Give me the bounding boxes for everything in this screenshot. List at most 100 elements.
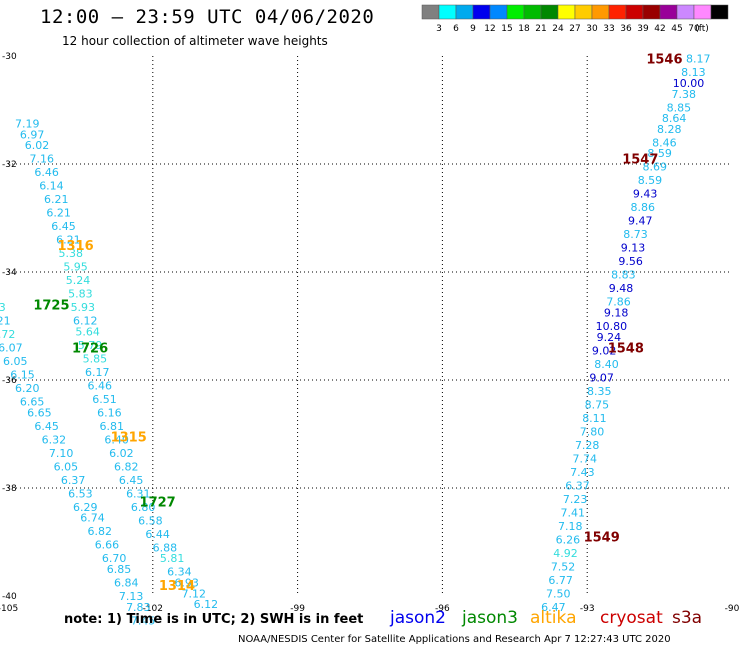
wave-height-value: 10.00	[673, 77, 705, 90]
wave-height-value: 8.46	[652, 136, 677, 149]
wave-height-value: 5.85	[83, 352, 108, 365]
wave-height-value: 6.77	[548, 574, 573, 587]
wave-height-value: 9.02	[592, 344, 617, 357]
wave-height-value: 6.17	[85, 366, 110, 379]
axis-ticks: -105 -102 -99 -96 -93 -90 -30 -32 -34 -36 -38 -40	[0, 52, 740, 614]
credit-line: NOAA/NESDIS Center for Satellite Applica…	[238, 634, 671, 645]
legend-swatch	[421, 4, 440, 20]
wave-height-value: 9.18	[604, 307, 629, 320]
wave-height-value: 5.64	[75, 325, 100, 338]
legend-swatch	[489, 4, 508, 20]
wave-height-value: 6.81	[100, 420, 125, 433]
track-label: 1726	[72, 342, 108, 357]
legend-tick-label: 45	[671, 24, 682, 34]
wave-height-value: 5.95	[63, 261, 88, 274]
legend-tick-label: 42	[654, 24, 665, 34]
wave-height-value: 6.45	[51, 220, 76, 233]
wave-height-value: 5.81	[160, 552, 185, 565]
legend-swatch	[506, 4, 525, 20]
note-text: note: 1) Time is in UTC; 2) SWH is in fe…	[64, 612, 364, 627]
wave-height-value: 7.12	[182, 587, 207, 600]
legend-tick-label: 18	[518, 24, 530, 34]
legend-swatch	[438, 4, 457, 20]
wave-height-value: 6.21	[44, 193, 69, 206]
legend-swatch	[455, 4, 474, 20]
wave-height-value: 8.73	[623, 228, 648, 241]
wave-height-value: 6.97	[20, 128, 45, 141]
legend-tick-label: 15	[501, 24, 512, 34]
wave-height-value: 9.56	[618, 255, 643, 268]
y-tick-label: -32	[2, 160, 17, 170]
legend-swatch	[608, 4, 627, 20]
wave-height-value: 8.13	[681, 66, 706, 79]
legend-tick-label: 39	[637, 24, 649, 34]
wave-height-value: 6.88	[153, 541, 178, 554]
wave-height-value: 7.28	[575, 439, 600, 452]
wave-height-value: 7.80	[580, 425, 605, 438]
color-legend: 3 6 9 12 15 18 21 24 27 30 33 36 39 42 45 70(ft)	[421, 4, 729, 34]
legend-swatch	[523, 4, 542, 20]
satellite-name: cryosat	[600, 608, 663, 628]
wave-height-value: 8.64	[662, 112, 687, 125]
legend-swatch	[693, 4, 712, 20]
legend-tick-label: 3	[436, 24, 442, 34]
wave-height-value: 6.51	[92, 393, 117, 406]
wave-height-value: 6.84	[114, 577, 139, 590]
wave-height-value: 8.86	[630, 201, 655, 214]
wave-height-value: 6.37	[61, 474, 86, 487]
wave-height-value: 5.38	[58, 247, 83, 260]
wave-height-value: 8.83	[611, 269, 636, 282]
wave-height-value: 8.75	[585, 398, 610, 411]
legend-swatch	[557, 4, 576, 20]
legend-tick-label: 33	[603, 24, 614, 34]
wave-height-value: 6.46	[87, 379, 112, 392]
wave-height-value: 6.32	[42, 433, 67, 446]
y-tick-label: -30	[2, 52, 17, 62]
x-tick-label: -90	[725, 604, 740, 614]
legend-tick-label: 24	[552, 24, 564, 34]
legend-unit: (ft)	[695, 24, 709, 34]
wave-height-value: 7.50	[546, 587, 571, 600]
wave-height-value: 7.43	[570, 466, 595, 479]
track-labels: 1546 1547 1316 1725 1726 1548 1315 1727 1549 1314	[33, 53, 682, 595]
wave-height-value: 9.43	[633, 188, 658, 201]
legend-swatch	[642, 4, 661, 20]
wave-height-value: 6.44	[145, 528, 170, 541]
wave-height-value: 4.92	[553, 547, 578, 560]
wave-height-value: 9.48	[609, 282, 634, 295]
wave-height-value: 7.13	[119, 590, 144, 603]
x-tick-label: -102	[143, 604, 163, 614]
legend-tick-label: 30	[586, 24, 598, 34]
legend-tick-label: 21	[535, 24, 546, 34]
track-label: 1314	[159, 579, 195, 594]
legend-tick-label: 27	[569, 24, 580, 34]
wave-height-value: 5.83	[68, 288, 93, 301]
legend-swatch	[625, 4, 644, 20]
legend-tick-label: 9	[470, 24, 476, 34]
wave-height-value: 6.74	[80, 512, 105, 525]
legend-tick-label: 6	[453, 24, 459, 34]
wave-height-value: 6.05	[54, 460, 79, 473]
wave-height-value: 7.86	[606, 296, 631, 309]
page-title: 12:00 – 23:59 UTC 04/06/2020	[40, 6, 375, 28]
x-tick-label: -96	[435, 604, 450, 614]
wave-height-value: 6.65	[20, 396, 45, 409]
wave-height-value: 9.07	[589, 371, 614, 384]
legend-tick-label: 70	[688, 24, 700, 34]
legend-swatch	[659, 4, 678, 20]
x-tick-label: -93	[580, 604, 595, 614]
wave-height-points: 8.178.1310.007.388.858.648.288.468.598.6…	[0, 53, 710, 628]
track-label: 1316	[57, 239, 93, 254]
wave-height-value: 6.21	[46, 207, 71, 220]
track-label: 1546	[646, 53, 682, 68]
wave-height-value: 8.11	[582, 412, 607, 425]
wave-height-value: 7.18	[558, 520, 583, 533]
wave-height-value: 6.02	[109, 447, 134, 460]
wave-height-value: 6.12	[73, 315, 98, 328]
wave-height-value: 6.29	[73, 501, 98, 514]
legend-tick-label: 36	[620, 24, 632, 34]
wave-height-value: 7.45	[131, 614, 156, 627]
wave-height-value: 8.28	[657, 123, 682, 136]
wave-height-value: 8.35	[587, 385, 612, 398]
